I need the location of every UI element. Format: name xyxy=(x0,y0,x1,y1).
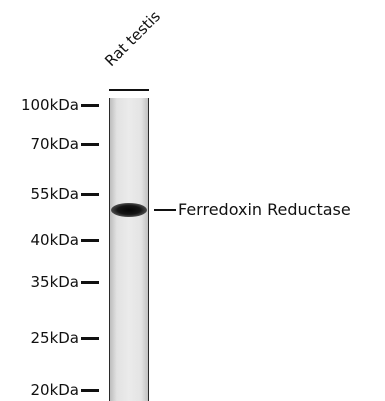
marker-tick xyxy=(81,281,99,284)
marker-label: 20kDa xyxy=(30,381,79,399)
marker-label: 40kDa xyxy=(30,231,79,249)
marker-tick xyxy=(81,193,99,196)
band-label: Ferredoxin Reductase xyxy=(178,200,351,219)
marker-label: 25kDa xyxy=(30,329,79,347)
marker-100kda: 100kDa xyxy=(0,95,103,115)
marker-55kda: 55kDa xyxy=(0,184,103,204)
marker-40kda: 40kDa xyxy=(0,230,103,250)
marker-tick xyxy=(81,389,99,392)
blot-lane xyxy=(109,98,149,401)
marker-35kda: 35kDa xyxy=(0,272,103,292)
marker-20kda: 20kDa xyxy=(0,380,103,400)
marker-tick xyxy=(81,239,99,242)
marker-70kda: 70kDa xyxy=(0,134,103,154)
marker-tick xyxy=(81,143,99,146)
marker-label: 100kDa xyxy=(20,96,79,114)
marker-tick xyxy=(81,337,99,340)
lane-header-bar xyxy=(109,89,149,91)
protein-band xyxy=(111,203,147,217)
marker-25kda: 25kDa xyxy=(0,328,103,348)
marker-label: 35kDa xyxy=(30,273,79,291)
band-pointer-line xyxy=(154,209,176,211)
lane-label: Rat testis xyxy=(101,7,165,70)
marker-tick xyxy=(81,104,99,107)
marker-label: 70kDa xyxy=(30,135,79,153)
marker-label: 55kDa xyxy=(30,185,79,203)
